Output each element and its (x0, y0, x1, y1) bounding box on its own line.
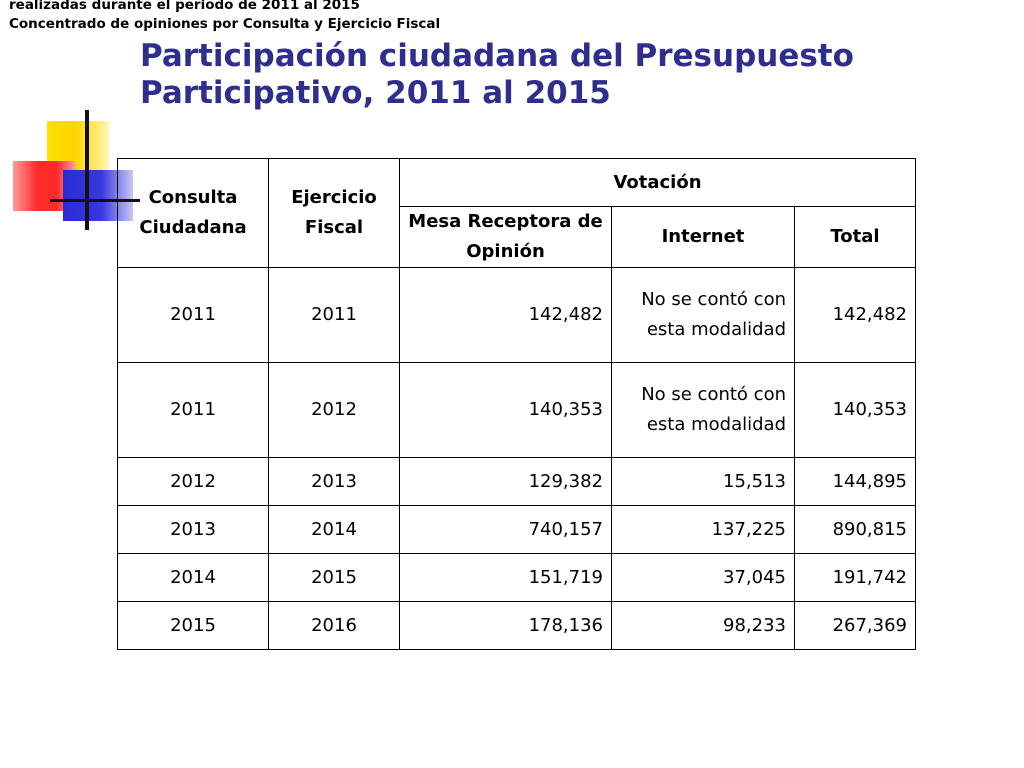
cell-mesa: 740,157 (399, 505, 612, 554)
header-total: Total (794, 206, 916, 268)
table-row: 2014 2015 151,719 37,045 191,742 (117, 553, 916, 602)
cell-total: 191,742 (794, 553, 916, 602)
cell-ejercicio: 2014 (268, 505, 400, 554)
cell-mesa: 178,136 (399, 601, 612, 650)
caption-line-1: realizadas durante el periodo de 2011 al… (9, 0, 360, 13)
cell-ejercicio: 2016 (268, 601, 400, 650)
cell-consulta: 2014 (117, 553, 269, 602)
header-internet: Internet (611, 206, 795, 268)
cell-total: 267,369 (794, 601, 916, 650)
cell-total: 142,482 (794, 267, 916, 363)
header-mesa-receptora: Mesa Receptora de Opinión (399, 206, 612, 268)
cell-mesa: 142,482 (399, 267, 612, 363)
cell-ejercicio: 2015 (268, 553, 400, 602)
cell-mesa: 140,353 (399, 362, 612, 458)
cell-consulta: 2015 (117, 601, 269, 650)
header-ejercicio-fiscal: Ejercicio Fiscal (268, 158, 400, 268)
cell-internet: No se contó con esta modalidad (611, 362, 795, 458)
table-row: 2012 2013 129,382 15,513 144,895 (117, 457, 916, 506)
cell-mesa: 129,382 (399, 457, 612, 506)
cell-internet: 37,045 (611, 553, 795, 602)
cell-total: 890,815 (794, 505, 916, 554)
table-row: 2011 2011 142,482 No se contó con esta m… (117, 267, 916, 363)
cell-ejercicio: 2013 (268, 457, 400, 506)
header-votacion: Votación (399, 158, 916, 207)
cell-consulta: 2011 (117, 362, 269, 458)
cell-ejercicio: 2011 (268, 267, 400, 363)
cell-consulta: 2012 (117, 457, 269, 506)
header-consulta-ciudadana: Consulta Ciudadana (117, 158, 269, 268)
table-row: 2015 2016 178,136 98,233 267,369 (117, 601, 916, 650)
table-row: 2011 2012 140,353 No se contó con esta m… (117, 362, 916, 458)
vertical-line (85, 110, 89, 230)
cell-internet: 15,513 (611, 457, 795, 506)
cell-consulta: 2013 (117, 505, 269, 554)
cell-consulta: 2011 (117, 267, 269, 363)
cell-internet: 137,225 (611, 505, 795, 554)
cell-internet: No se contó con esta modalidad (611, 267, 795, 363)
table-row: 2013 2014 740,157 137,225 890,815 (117, 505, 916, 554)
caption-line-2: Concentrado de opiniones por Consulta y … (9, 16, 441, 32)
decorative-squares (0, 0, 140, 240)
cell-mesa: 151,719 (399, 553, 612, 602)
cell-total: 140,353 (794, 362, 916, 458)
title-line-1: Participación ciudadana del Presupuesto (140, 38, 854, 74)
title-line-2: Participativo, 2011 al 2015 (140, 75, 611, 111)
page-title: Participación ciudadana del Presupuesto … (140, 38, 1000, 112)
horizontal-line (50, 199, 140, 202)
cell-total: 144,895 (794, 457, 916, 506)
participation-table: Consulta Ciudadana Ejercicio Fiscal Vota… (117, 158, 916, 650)
cell-internet: 98,233 (611, 601, 795, 650)
cell-ejercicio: 2012 (268, 362, 400, 458)
